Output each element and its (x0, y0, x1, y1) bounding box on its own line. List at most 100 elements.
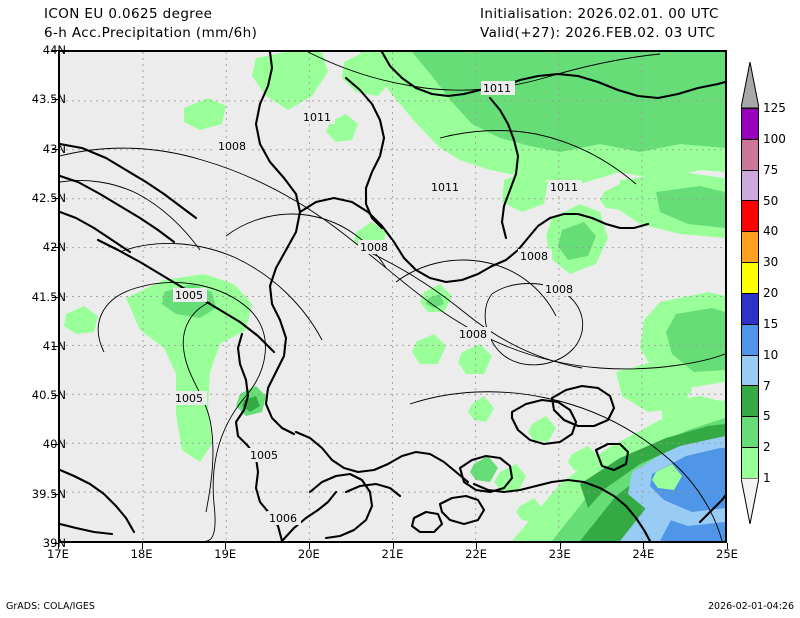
precipitation-map: 1005 1005 1005 1006 1008 1008 1008 1008 … (58, 50, 727, 543)
colorbar-tick-label: 30 (763, 255, 779, 270)
y-axis-tick-mark (52, 148, 58, 150)
y-axis-tick-mark (52, 444, 58, 446)
y-axis-tick-mark (52, 99, 58, 101)
precip-shading-interior (176, 114, 682, 522)
colorbar-band (742, 293, 758, 325)
colorbar-tick-label: 20 (763, 286, 779, 300)
x-axis-tick-label: 23E (548, 547, 571, 561)
contour-label: 1005 (173, 391, 207, 405)
x-axis-tick-label: 22E (465, 547, 488, 561)
colorbar-tick-label: 50 (763, 193, 779, 208)
contour-label: 1008 (358, 240, 392, 254)
colorbar-band (742, 109, 758, 140)
contour-label: 1008 (543, 282, 577, 296)
initialisation-time: Initialisation: 2026.02.01. 00 UTC (480, 6, 719, 22)
y-axis-tick-label: 41.5N (31, 289, 66, 304)
colorbar-tick-label: 40 (763, 224, 779, 239)
svg-text:1008: 1008 (459, 328, 487, 341)
colorbar-band (742, 170, 758, 202)
x-axis-tick-label: 24E (632, 547, 655, 561)
y-axis-tick-label: 39.5N (31, 486, 66, 501)
contour-label: 1008 (518, 249, 552, 263)
contour-label: 1011 (481, 81, 515, 95)
svg-text:1011: 1011 (303, 111, 331, 124)
colorbar-tick-label: 100 (763, 131, 786, 146)
colorbar-band (742, 201, 758, 233)
y-axis-tick-mark (52, 543, 58, 544)
y-axis-tick-label: 40.5N (31, 388, 66, 403)
precip-shading-northeast (252, 52, 725, 238)
y-axis-tick-mark (52, 345, 58, 347)
colorbar-under-arrow (741, 478, 759, 524)
colorbar-tick-label: 7 (763, 378, 771, 393)
svg-text:1005: 1005 (250, 449, 278, 462)
x-axis-tick-label: 19E (214, 547, 237, 561)
y-axis-tick-mark (52, 247, 58, 249)
x-axis-tick-mark (476, 543, 478, 549)
render-timestamp: 2026-02-01-04:26 (707, 601, 794, 612)
x-axis-tick-label: 18E (130, 547, 153, 561)
contour-label: 1005 (248, 448, 282, 462)
map-canvas: 1005 1005 1005 1006 1008 1008 1008 1008 … (60, 52, 725, 541)
y-axis-tick-mark (52, 197, 58, 199)
x-axis-tick-label: 25E (716, 547, 738, 561)
x-axis-tick-mark (643, 543, 645, 549)
x-axis-tick-mark (225, 543, 227, 549)
x-axis-tick-mark (727, 543, 728, 549)
precipitation-colorbar (741, 108, 759, 479)
colorbar-band (742, 324, 758, 356)
colorbar-band (742, 355, 758, 387)
y-axis-tick-mark (52, 395, 58, 397)
svg-text:1011: 1011 (550, 181, 578, 194)
colorbar-band (742, 386, 758, 418)
contour-label: 1011 (301, 110, 335, 124)
svg-text:1008: 1008 (545, 283, 573, 296)
svg-text:1008: 1008 (520, 250, 548, 263)
contour-label: 1008 (457, 327, 491, 341)
colorbar-tick-label: 75 (763, 162, 779, 177)
colorbar-tick-label: 10 (763, 347, 779, 362)
colorbar-band (742, 448, 758, 479)
y-axis-tick-mark (52, 50, 58, 51)
contour-label: 1008 (216, 139, 250, 153)
colorbar-band (742, 417, 758, 449)
x-axis-tick-mark (559, 543, 561, 549)
x-axis-tick-label: 17E (47, 547, 69, 561)
colorbar-tick-label: 1 (763, 471, 771, 485)
contour-label: 1006 (267, 511, 301, 525)
colorbar-tick-label: 15 (763, 316, 779, 331)
field-title: 6-h Acc.Precipitation (mm/6h) (44, 25, 258, 41)
svg-text:1006: 1006 (269, 512, 297, 525)
grads-credit: GrADS: COLA/IGES (6, 601, 95, 612)
y-axis-tick-label: 43.5N (31, 92, 66, 107)
x-axis-tick-mark (58, 543, 59, 549)
colorbar-over-arrow (741, 62, 759, 108)
svg-text:1008: 1008 (360, 241, 388, 254)
precip-shading-albania (236, 386, 266, 416)
model-title: ICON EU 0.0625 degree (44, 6, 213, 22)
svg-text:1005: 1005 (175, 392, 203, 405)
svg-text:1011: 1011 (483, 82, 511, 95)
y-axis-tick-label: 42.5N (31, 190, 66, 205)
svg-text:1011: 1011 (431, 181, 459, 194)
contour-labels: 1005 1005 1005 1006 1008 1008 1008 1008 … (173, 81, 582, 525)
colorbar-band (742, 263, 758, 294)
x-axis-tick-label: 20E (297, 547, 320, 561)
colorbar-band (742, 232, 758, 264)
x-axis-tick-mark (392, 543, 394, 549)
colorbar-tick-label: 2 (763, 440, 771, 455)
svg-text:1005: 1005 (175, 289, 203, 302)
contour-label: 1005 (173, 288, 207, 302)
valid-time: Valid(+27): 2026.FEB.02. 03 UTC (480, 25, 716, 41)
colorbar-tick-label: 125 (763, 101, 786, 115)
svg-text:1008: 1008 (218, 140, 246, 153)
x-axis-tick-mark (308, 543, 310, 549)
x-axis-tick-mark (141, 543, 143, 549)
colorbar-tick-label: 5 (763, 409, 771, 424)
y-axis-tick-mark (52, 296, 58, 298)
colorbar-band (742, 139, 758, 171)
contour-label: 1011 (429, 180, 463, 194)
y-axis-tick-mark (52, 493, 58, 495)
x-axis-tick-label: 21E (381, 547, 404, 561)
contour-label: 1011 (548, 180, 582, 194)
